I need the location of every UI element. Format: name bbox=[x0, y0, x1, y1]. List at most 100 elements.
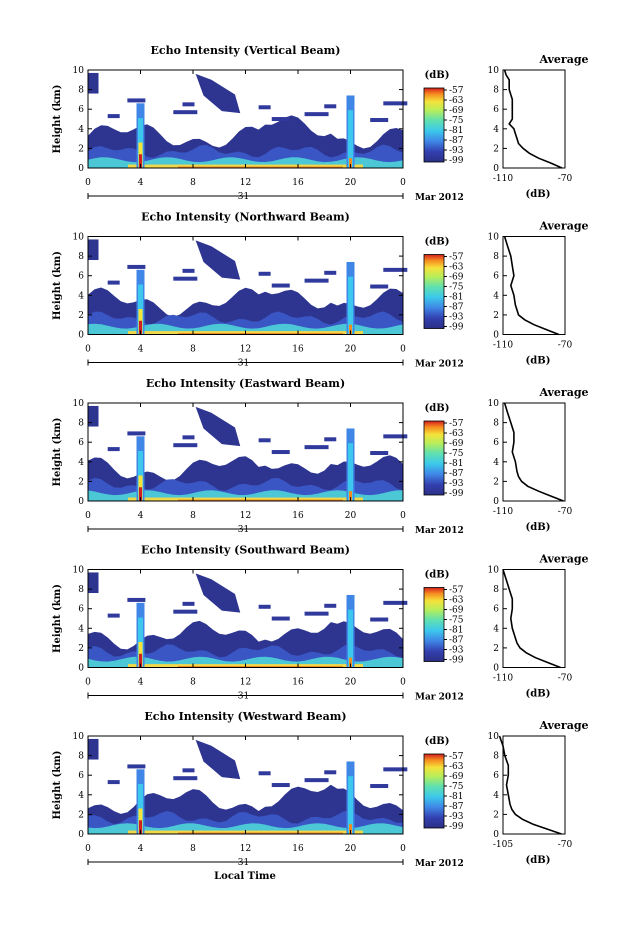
y-tick-label: 8 bbox=[78, 252, 84, 262]
y-tick-label: 4 bbox=[78, 624, 84, 634]
average-y-tick-label: 10 bbox=[488, 566, 500, 576]
average-y-tick-label: 8 bbox=[493, 86, 499, 96]
strong-echo-column bbox=[346, 594, 355, 668]
colorbar-tick-label: -69 bbox=[449, 606, 464, 616]
date-label: Mar 2012 bbox=[415, 859, 464, 869]
y-tick-label: 6 bbox=[78, 605, 84, 615]
y-tick-label: 4 bbox=[78, 791, 84, 801]
x-tick-label: 0 bbox=[85, 511, 91, 521]
x-tick-label: 20 bbox=[345, 511, 357, 521]
x-tick-label: 0 bbox=[85, 678, 91, 688]
average-y-tick-label: 8 bbox=[493, 419, 499, 429]
average-frame bbox=[502, 236, 566, 335]
average-y-tick-label: 4 bbox=[493, 291, 499, 301]
colorbar-tick-label: -75 bbox=[449, 116, 464, 126]
average-y-tick-label: 8 bbox=[493, 252, 499, 262]
x-tick-label: 4 bbox=[138, 844, 144, 854]
colorbar-tick-label: -87 bbox=[449, 136, 464, 146]
y-tick-label: 4 bbox=[78, 125, 84, 135]
average-x-tick-label: -70 bbox=[558, 341, 573, 351]
y-tick-label: 10 bbox=[73, 233, 85, 243]
x-tick-label: 8 bbox=[190, 844, 196, 854]
y-tick-label: 4 bbox=[78, 291, 84, 301]
heatmap-field bbox=[88, 72, 408, 168]
y-tick-label: 6 bbox=[78, 272, 84, 282]
date-label: Mar 2012 bbox=[415, 360, 464, 370]
y-tick-label: 6 bbox=[78, 438, 84, 448]
day-label: 31 bbox=[238, 359, 249, 369]
average-y-tick-label: 10 bbox=[488, 399, 500, 409]
colorbar-tick-label: -75 bbox=[449, 616, 464, 626]
y-tick-label: 10 bbox=[73, 66, 85, 76]
average-title: Average bbox=[538, 220, 588, 233]
average-title: Average bbox=[538, 386, 588, 399]
x-tick-label: 4 bbox=[138, 511, 144, 521]
x-axis-label: Local Time bbox=[214, 871, 276, 882]
x-tick-label: 8 bbox=[190, 345, 196, 355]
date-label: Mar 2012 bbox=[415, 693, 464, 703]
panel-title: Echo Intensity (Westward Beam) bbox=[144, 710, 346, 723]
y-tick-label: 8 bbox=[78, 585, 84, 595]
y-tick-label: 8 bbox=[78, 86, 84, 96]
colorbar-tick-label: -87 bbox=[449, 636, 464, 646]
panel-title: Echo Intensity (Northward Beam) bbox=[141, 211, 350, 224]
strong-echo-column bbox=[346, 261, 355, 335]
colorbar-tick-label: -87 bbox=[449, 303, 464, 313]
colorbar-tick-label: -81 bbox=[449, 626, 464, 636]
colorbar-tick-label: -75 bbox=[449, 782, 464, 792]
average-x-axis-label: (dB) bbox=[526, 522, 551, 533]
average-y-tick-label: 8 bbox=[493, 585, 499, 595]
y-axis-label: Height (km) bbox=[52, 85, 63, 154]
heatmap-field bbox=[88, 239, 408, 335]
average-profile-line bbox=[503, 69, 563, 169]
y-tick-label: 6 bbox=[78, 771, 84, 781]
average-y-tick-label: 8 bbox=[493, 752, 499, 762]
colorbar-tick-label: -99 bbox=[449, 822, 464, 832]
colorbar-tick-label: -57 bbox=[449, 586, 464, 596]
colorbar-tick-label: -57 bbox=[449, 253, 464, 263]
colorbar-unit-label: (dB) bbox=[425, 736, 450, 747]
y-tick-label: 0 bbox=[78, 664, 84, 674]
day-label: 31 bbox=[238, 692, 249, 702]
y-tick-label: 2 bbox=[78, 477, 84, 487]
average-x-tick-label: -70 bbox=[558, 674, 573, 684]
echo-panel: Echo Intensity (Westward Beam) 0 2 4 6 8 10 Hei… bbox=[52, 710, 589, 869]
average-frame bbox=[502, 69, 566, 169]
x-tick-label: 8 bbox=[190, 511, 196, 521]
day-label: 31 bbox=[238, 858, 249, 868]
colorbar-tick-label: -63 bbox=[449, 429, 464, 439]
colorbar-tick-label: -57 bbox=[449, 752, 464, 762]
average-y-tick-label: 6 bbox=[493, 272, 499, 282]
echo-panel: Echo Intensity (Vertical Beam) 0 2 4 6 8 10 Hei… bbox=[52, 44, 589, 203]
colorbar-unit-label: (dB) bbox=[425, 403, 450, 414]
x-tick-label: 16 bbox=[292, 345, 304, 355]
y-tick-label: 10 bbox=[73, 732, 85, 742]
average-x-tick-label: -105 bbox=[493, 840, 513, 850]
colorbar-tick-label: -63 bbox=[449, 96, 464, 106]
colorbar-tick-label: -57 bbox=[449, 419, 464, 429]
colorbar bbox=[423, 587, 445, 662]
x-tick-label: 4 bbox=[138, 678, 144, 688]
average-y-tick-label: 6 bbox=[493, 771, 499, 781]
colorbar-tick-label: -69 bbox=[449, 273, 464, 283]
colorbar-tick-label: -99 bbox=[449, 156, 464, 166]
x-tick-label: 12 bbox=[240, 345, 251, 355]
average-y-tick-label: 4 bbox=[493, 125, 499, 135]
average-y-tick-label: 4 bbox=[493, 791, 499, 801]
average-y-tick-label: 2 bbox=[493, 311, 499, 321]
colorbar-tick-label: -93 bbox=[449, 146, 464, 156]
average-y-tick-label: 6 bbox=[493, 605, 499, 615]
x-tick-label: 0 bbox=[400, 844, 406, 854]
average-profile-line bbox=[503, 236, 560, 336]
x-tick-label: 20 bbox=[345, 678, 357, 688]
y-tick-label: 2 bbox=[78, 810, 84, 820]
average-profile-line bbox=[502, 569, 561, 669]
y-tick-label: 10 bbox=[73, 399, 85, 409]
colorbar-tick-label: -63 bbox=[449, 263, 464, 273]
y-tick-label: 0 bbox=[78, 830, 84, 840]
average-x-tick-label: -110 bbox=[493, 507, 513, 517]
colorbar-tick-label: -81 bbox=[449, 126, 464, 136]
x-tick-label: 8 bbox=[190, 678, 196, 688]
echo-panel: Echo Intensity (Southward Beam) 0 2 4 6 8 10 He… bbox=[52, 544, 589, 703]
average-y-tick-label: 0 bbox=[493, 331, 499, 341]
